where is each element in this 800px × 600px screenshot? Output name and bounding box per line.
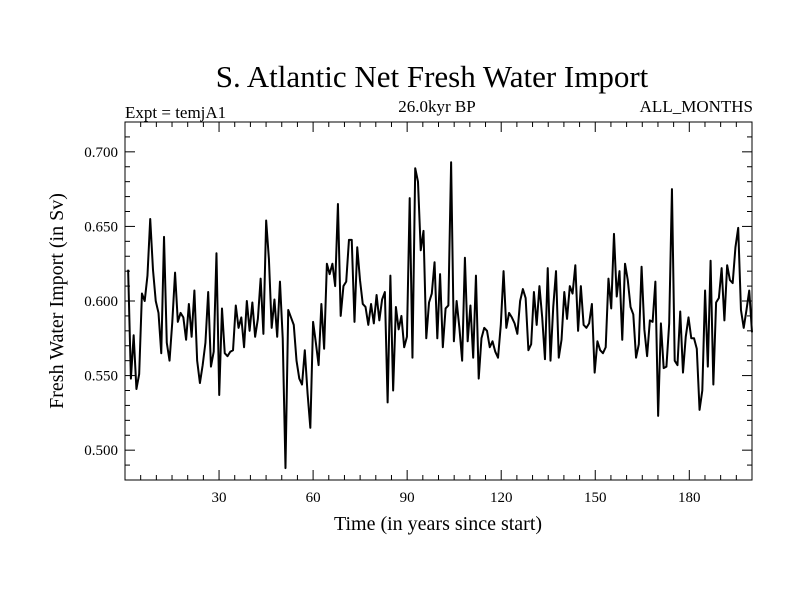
months-label: ALL_MONTHS (640, 97, 753, 116)
x-axis: 30 60 90 120 150 180 (140, 122, 737, 506)
x-tick-label: 180 (678, 490, 701, 506)
x-tick-label: 150 (584, 490, 607, 506)
x-tick-label: 30 (212, 490, 227, 506)
x-axis-label: Time (in years since start) (334, 513, 542, 535)
series-line (127, 161, 753, 470)
y-tick-label: 0.700 (84, 145, 118, 161)
y-axis: 0.500 0.550 0.600 0.650 0.700 (84, 136, 752, 466)
x-tick-label: 120 (490, 490, 513, 506)
y-tick-label: 0.650 (84, 219, 118, 235)
x-tick-label: 60 (306, 490, 321, 506)
experiment-label: Expt = temjA1 (125, 103, 226, 122)
y-tick-label: 0.550 (84, 369, 118, 385)
x-tick-label: 90 (400, 490, 415, 506)
chart-title: S. Atlantic Net Fresh Water Import (216, 59, 649, 94)
y-axis-label: Fresh Water Import (in Sv) (46, 193, 68, 409)
y-tick-label: 0.600 (84, 294, 118, 310)
y-tick-label: 0.500 (84, 443, 118, 459)
period-label: 26.0kyr BP (398, 97, 475, 116)
